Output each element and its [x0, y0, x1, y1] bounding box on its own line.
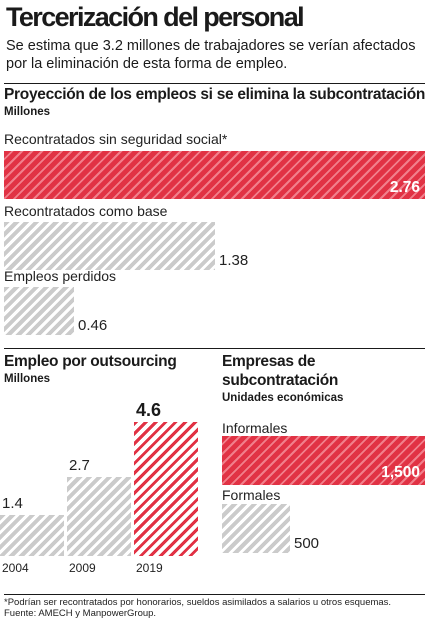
- chart2-bar: [0, 515, 64, 556]
- chart1-value-label: 0.46: [78, 317, 108, 334]
- page-subtitle: Se estima que 3.2 millones de trabajador…: [6, 38, 416, 72]
- chart2-year-label: 2019: [136, 561, 163, 575]
- chart1-value-label: 1.38: [219, 252, 249, 269]
- chart3-category-label: Informales: [222, 420, 288, 436]
- page-title: Tercerización del personal: [6, 2, 305, 32]
- chart1-bar: [4, 222, 215, 270]
- footnote: *Podrían ser recontratados por honorario…: [4, 597, 392, 608]
- chart1-units: Millones: [4, 106, 51, 118]
- chart3-value-label: 500: [294, 535, 320, 552]
- chart2-units: Millones: [4, 373, 51, 385]
- divider-middle: [4, 348, 425, 349]
- chart2-bar: [134, 422, 198, 556]
- chart1-value-label: 2.76: [389, 179, 420, 196]
- source: Fuente: AMECH y ManpowerGroup.: [4, 608, 157, 619]
- chart3-bar: [222, 504, 290, 553]
- chart3-bar: [222, 436, 425, 485]
- chart1-category-label: Empleos perdidos: [4, 268, 117, 284]
- chart1-bar: [4, 287, 74, 335]
- chart2-value-label: 4.6: [136, 400, 162, 420]
- chart3-title-line1: Empresas de: [222, 353, 316, 370]
- chart2-value-label: 2.7: [69, 457, 90, 474]
- chart3-title-line2: subcontratación: [222, 372, 339, 389]
- divider-bottom: [4, 594, 425, 595]
- chart2-bar: [67, 477, 131, 556]
- chart2-year-label: 2004: [2, 561, 29, 575]
- chart2-title: Empleo por outsourcing: [4, 353, 177, 370]
- chart1-title: Proyección de los empleos si se elimina …: [4, 86, 425, 103]
- chart1-bar: [4, 151, 425, 199]
- chart2-year-label: 2009: [69, 561, 96, 575]
- chart3-units: Unidades económicas: [222, 392, 344, 404]
- chart1-category-label: Recontratados sin seguridad social*: [4, 131, 228, 147]
- divider-top: [4, 83, 425, 84]
- chart3-value-label: 1,500: [381, 464, 420, 481]
- chart3-category-label: Formales: [222, 487, 281, 503]
- chart2-value-label: 1.4: [2, 495, 23, 512]
- chart1-category-label: Recontratados como base: [4, 203, 168, 219]
